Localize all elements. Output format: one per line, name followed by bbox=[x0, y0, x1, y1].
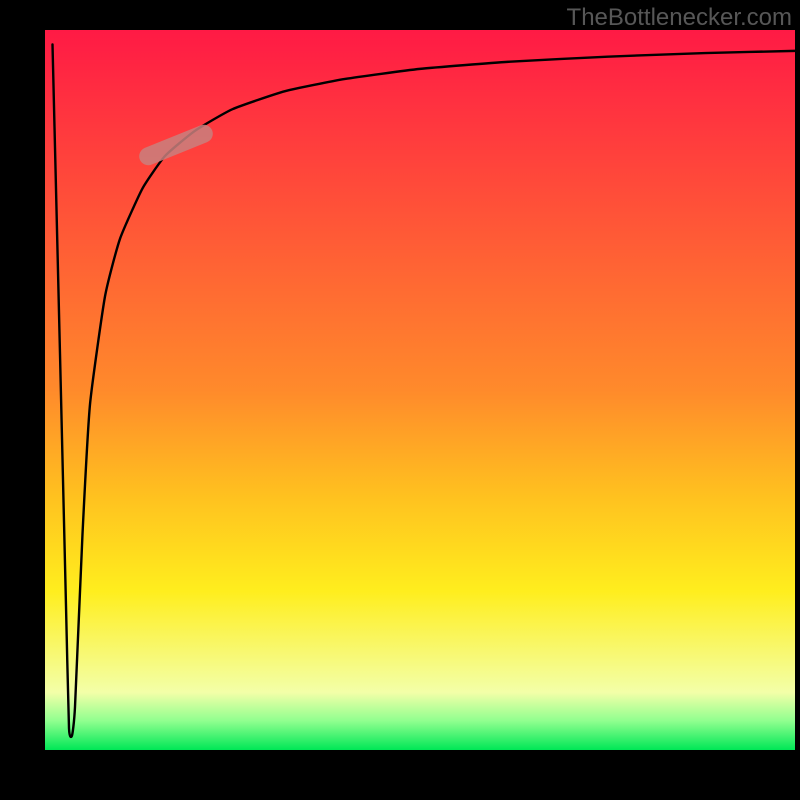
chart-frame: TheBottlenecker.com bbox=[0, 0, 800, 800]
source-watermark: TheBottlenecker.com bbox=[567, 4, 792, 32]
plot-area bbox=[45, 30, 795, 750]
